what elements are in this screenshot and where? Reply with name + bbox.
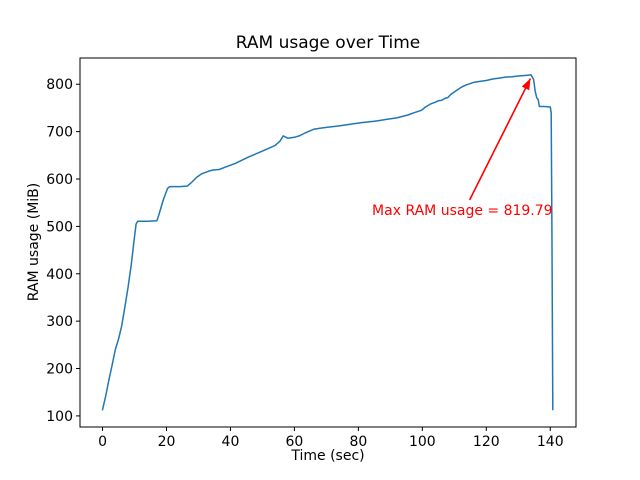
x-tick-label: 100 [409, 434, 436, 450]
y-tick-label: 100 [46, 409, 73, 425]
x-tick-label: 0 [98, 434, 107, 450]
x-tick-label: 120 [473, 434, 500, 450]
x-axis-label: Time (sec) [291, 448, 365, 464]
y-tick-label: 600 [46, 172, 73, 188]
x-tick-label: 140 [537, 434, 564, 450]
y-tick-label: 700 [46, 125, 73, 141]
y-tick-label: 200 [46, 362, 73, 378]
x-tick-label: 80 [349, 434, 367, 450]
x-tick-label: 40 [222, 434, 240, 450]
y-tick-label: 500 [46, 219, 73, 235]
y-tick-label: 300 [46, 314, 73, 330]
axes-frame [79, 57, 577, 428]
max-ram-annotation: Max RAM usage = 819.79 [372, 202, 553, 219]
y-tick-label: 800 [46, 77, 73, 93]
x-tick-label: 60 [286, 434, 304, 450]
annotation-arrow-head [521, 78, 531, 91]
y-axis-label: RAM usage (MiB) [26, 182, 42, 302]
annotation-arrow-line [468, 78, 532, 201]
chart-title: RAM usage over Time [235, 33, 421, 53]
ram-usage-line [101, 74, 554, 411]
x-tick-label: 20 [158, 434, 176, 450]
y-tick-label: 400 [46, 267, 73, 283]
